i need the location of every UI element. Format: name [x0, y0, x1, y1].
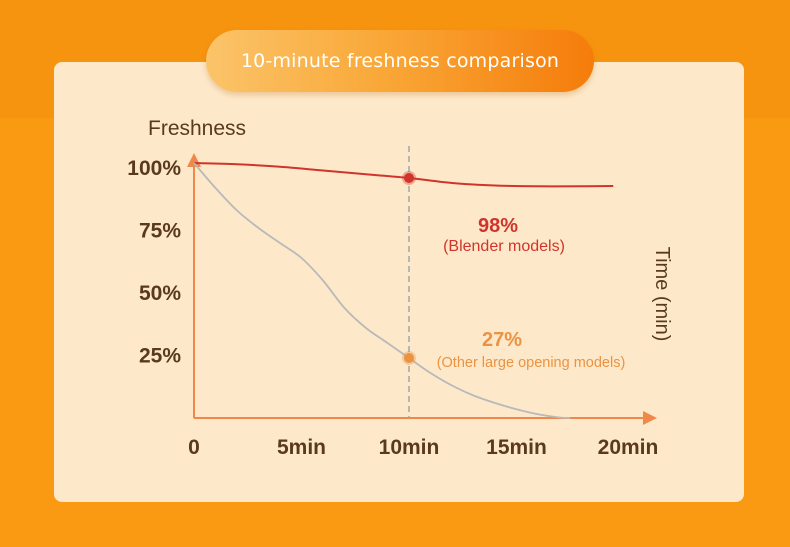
x-tick-label: 0 [188, 436, 200, 459]
y-tick-label: 25% [139, 345, 181, 368]
x-axis-label: Time (min) [651, 247, 673, 342]
other-name-label: (Other large opening models) [437, 355, 626, 371]
other-value-label: 27% [482, 329, 522, 351]
x-tick-label: 20min [598, 436, 659, 459]
x-tick-label: 15min [486, 436, 547, 459]
other-highlight-point [404, 353, 414, 363]
y-tick-label: 75% [139, 220, 181, 243]
other-series-line [193, 162, 571, 419]
y-tick-label: 50% [139, 282, 181, 305]
x-tick-labels: 0 5min 10min 15min 20min [188, 436, 658, 459]
blender-highlight-point [404, 173, 414, 183]
blender-value-label: 98% [478, 215, 518, 237]
y-tick-label: 100% [127, 157, 181, 180]
x-tick-label: 5min [277, 436, 326, 459]
page-title: 10-minute freshness comparison [206, 30, 594, 92]
y-tick-labels: 25% 50% 75% 100% [127, 157, 181, 368]
y-axis-label: Freshness [148, 117, 246, 140]
series-group [193, 162, 614, 419]
blender-name-label: (Blender models) [443, 238, 565, 255]
x-tick-label: 10min [379, 436, 440, 459]
chart-card [54, 62, 744, 502]
